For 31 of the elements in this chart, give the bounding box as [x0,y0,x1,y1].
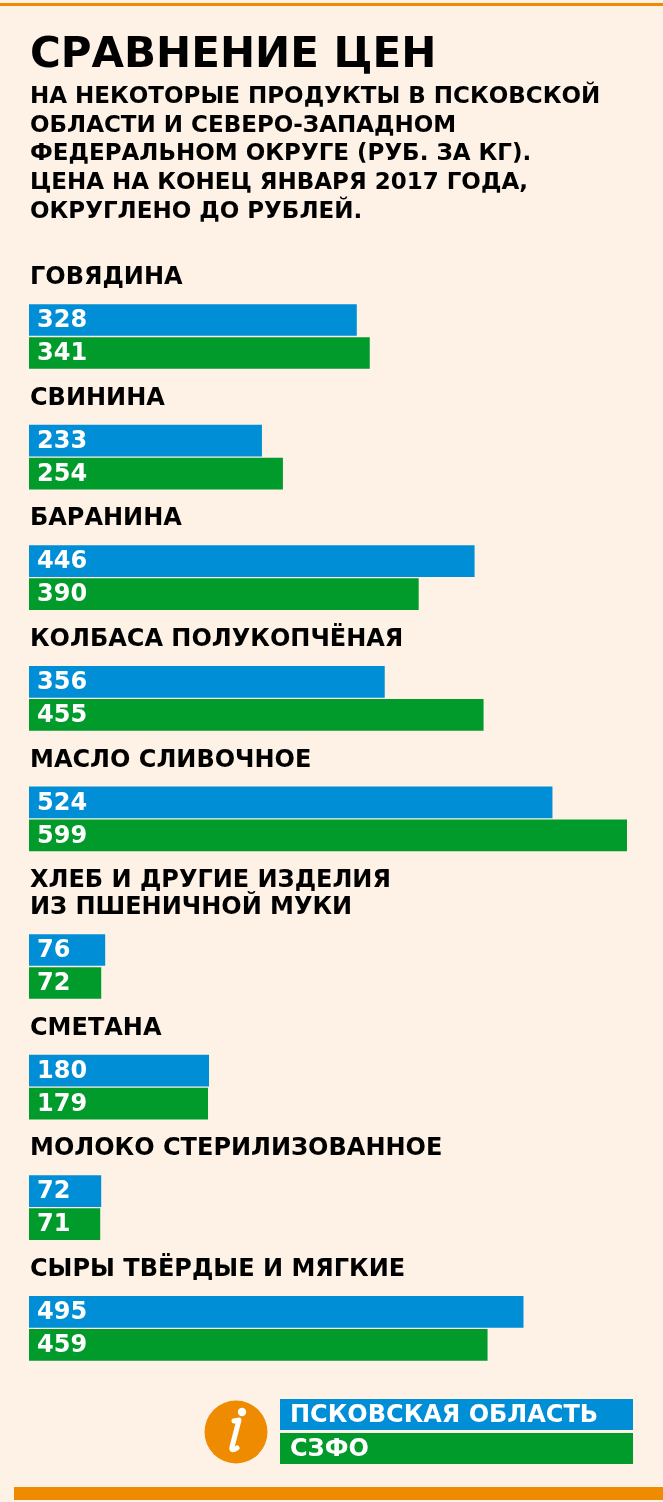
data-label: 233 [37,425,88,454]
data-label: 72 [37,968,71,997]
data-label: 328 [37,305,88,334]
data-label: 495 [37,1297,88,1326]
data-label: 179 [37,1088,88,1117]
y-tick-label: БАРАНИНА [30,503,183,532]
data-label: 76 [37,935,71,964]
chart-subtitle: НА НЕКОТОРЫЕ ПРОДУКТЫ В ПСКОВСКОЙ ОБЛАСТИ И СЕВЕРО-ЗАПАДНОМ ФЕДЕРАЛЬНОМ ОКРУГЕ (РУБ. ЗА КГ). ЦЕНА НА КОНЕЦ ЯНВАРЯ 2017 ГОДА, ОКРУГЛЕНО ДО РУБЛЕЙ. [30,81,602,225]
y-tick-label: ХЛЕБ И ДРУГИЕ ИЗДЕЛИЯ ИЗ ПШЕНИЧНОЙ МУКИ [30,865,391,921]
data-label: 524 [37,787,88,816]
data-label: 71 [37,1209,71,1238]
y-tick-label: КОЛБАСА ПОЛУКОПЧЁНАЯ [30,623,404,653]
data-label: 446 [37,546,88,575]
y-tick-label: МАСЛО СЛИВОЧНОЕ [30,744,312,773]
y-tick-label: МОЛОКО СТЕРИЛИЗОВАННОЕ [30,1133,443,1162]
data-label: 341 [37,338,88,367]
data-label: 180 [37,1055,88,1084]
y-tick-label: СВИНИНА [30,382,166,411]
data-label: 599 [37,820,88,849]
chart-title: СРАВНЕНИЕ ЦЕН [30,28,437,77]
y-tick-label: СМЕТАНА [30,1012,162,1041]
data-label: 254 [37,458,88,487]
data-label: 356 [37,667,88,696]
data-label: 390 [37,579,88,608]
text: ПСКОВСКАЯ ОБЛАСТЬ [280,1399,633,1430]
data-label: 459 [37,1330,88,1359]
y-tick-label: СЫРЫ ТВЁРДЫЕ И МЯГКИЕ [30,1253,406,1283]
text: СЗФО [280,1433,633,1464]
data-label: 455 [37,700,88,729]
y-tick-label: ГОВЯДИНА [30,262,184,291]
data-label: 72 [37,1176,71,1205]
